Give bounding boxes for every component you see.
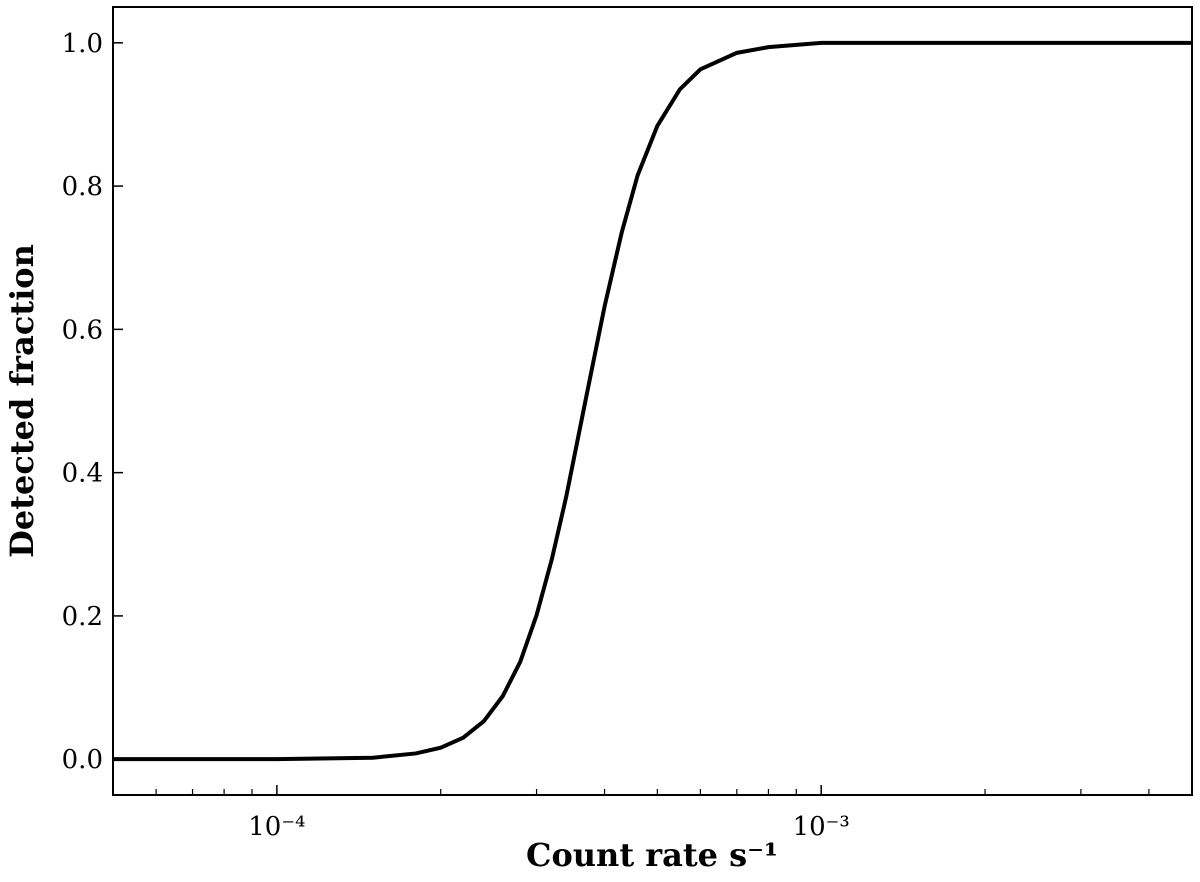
x-tick-label: 10⁻⁴ bbox=[248, 812, 305, 842]
curve bbox=[113, 40, 1192, 762]
y-axis-label: Detected fraction bbox=[3, 244, 41, 558]
y-tick-label: 0.2 bbox=[62, 602, 103, 632]
y-tick-label: 0.8 bbox=[62, 172, 103, 202]
y-tick-label: 0.0 bbox=[62, 745, 103, 775]
x-tick-label: 10⁻³ bbox=[793, 812, 850, 842]
plot-frame bbox=[112, 6, 1193, 796]
y-tick-label: 0.6 bbox=[62, 315, 103, 345]
y-tick-label: 0.4 bbox=[62, 459, 103, 489]
y-tick-label: 1.0 bbox=[62, 29, 103, 59]
x-axis-label: Count rate s⁻¹ bbox=[526, 836, 778, 874]
